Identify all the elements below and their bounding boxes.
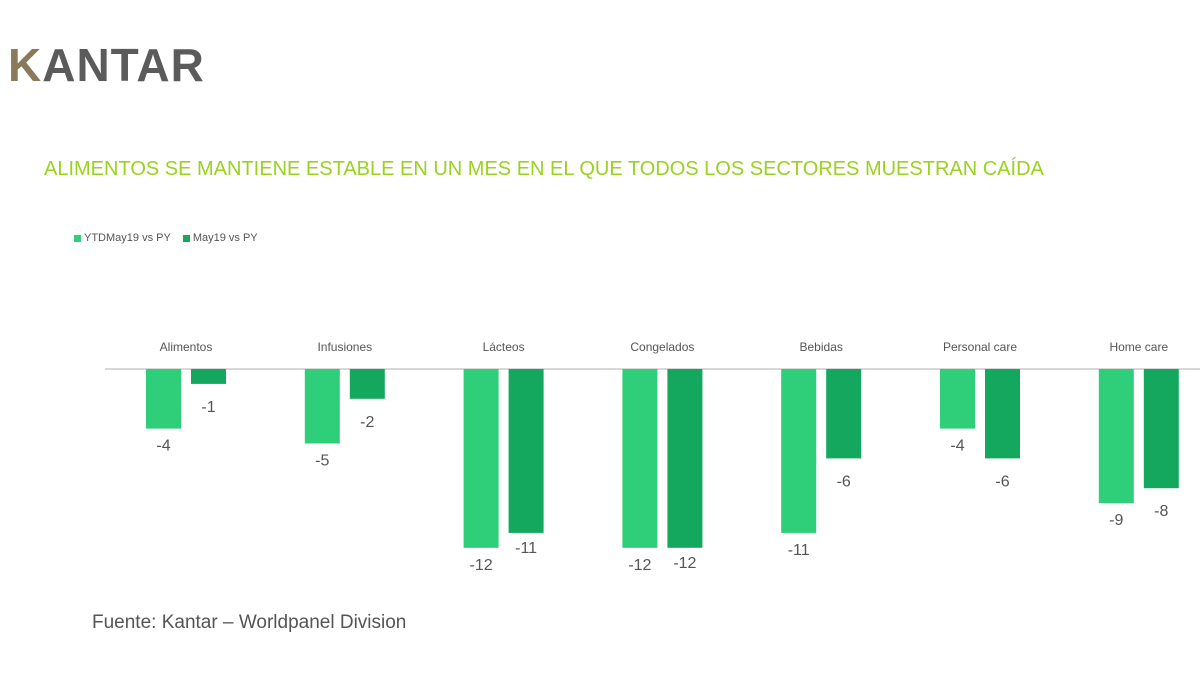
kantar-logo: KANTAR — [8, 39, 205, 91]
data-label: -6 — [837, 473, 851, 490]
data-label: -8 — [1154, 503, 1168, 520]
bar — [940, 369, 975, 429]
bar — [349, 369, 385, 399]
legend-label: May19 vs PY — [192, 232, 258, 244]
legend-swatch — [182, 234, 190, 242]
legend: YTDMay19 vs PY May19 vs PY — [74, 232, 258, 244]
legend-item-ytd: YTDMay19 vs PY — [74, 232, 171, 244]
data-label: -5 — [315, 453, 329, 470]
bar — [463, 369, 499, 548]
source-note: Fuente: Kantar – Worldpanel Division — [92, 612, 407, 633]
bar — [1143, 369, 1179, 489]
bar — [826, 369, 862, 459]
category-label: Personal care — [943, 340, 1017, 354]
data-label: -12 — [673, 555, 696, 572]
bar — [1098, 369, 1134, 504]
data-label: -11 — [788, 542, 810, 559]
bar — [667, 369, 703, 548]
data-label: -1 — [201, 399, 215, 416]
category-label: Congelados — [630, 340, 694, 354]
legend-item-may: May19 vs PY — [182, 232, 258, 244]
bar — [146, 369, 181, 429]
category-label: Lácteos — [483, 340, 525, 354]
data-label: -4 — [156, 438, 170, 455]
category-label: Alimentos — [160, 340, 213, 354]
data-label: -9 — [1109, 512, 1123, 529]
bar — [985, 369, 1020, 459]
data-label: -11 — [515, 540, 537, 557]
data-label: -4 — [950, 438, 964, 455]
bar — [191, 369, 226, 384]
chart-title: ALIMENTOS SE MANTIENE ESTABLE EN UN MES … — [44, 158, 1044, 180]
data-label: -6 — [995, 473, 1009, 490]
bar — [622, 369, 658, 548]
data-label: -12 — [470, 557, 493, 574]
bar — [781, 369, 817, 533]
bar — [304, 369, 340, 444]
category-label: Bebidas — [800, 340, 843, 354]
legend-swatch — [74, 234, 81, 242]
data-label: -12 — [628, 557, 651, 574]
category-label: Infusiones — [317, 340, 372, 354]
legend-label: YTDMay19 vs PY — [84, 232, 171, 244]
category-label: Home care — [1109, 340, 1168, 354]
bar — [508, 369, 544, 533]
data-label: -2 — [360, 414, 374, 431]
